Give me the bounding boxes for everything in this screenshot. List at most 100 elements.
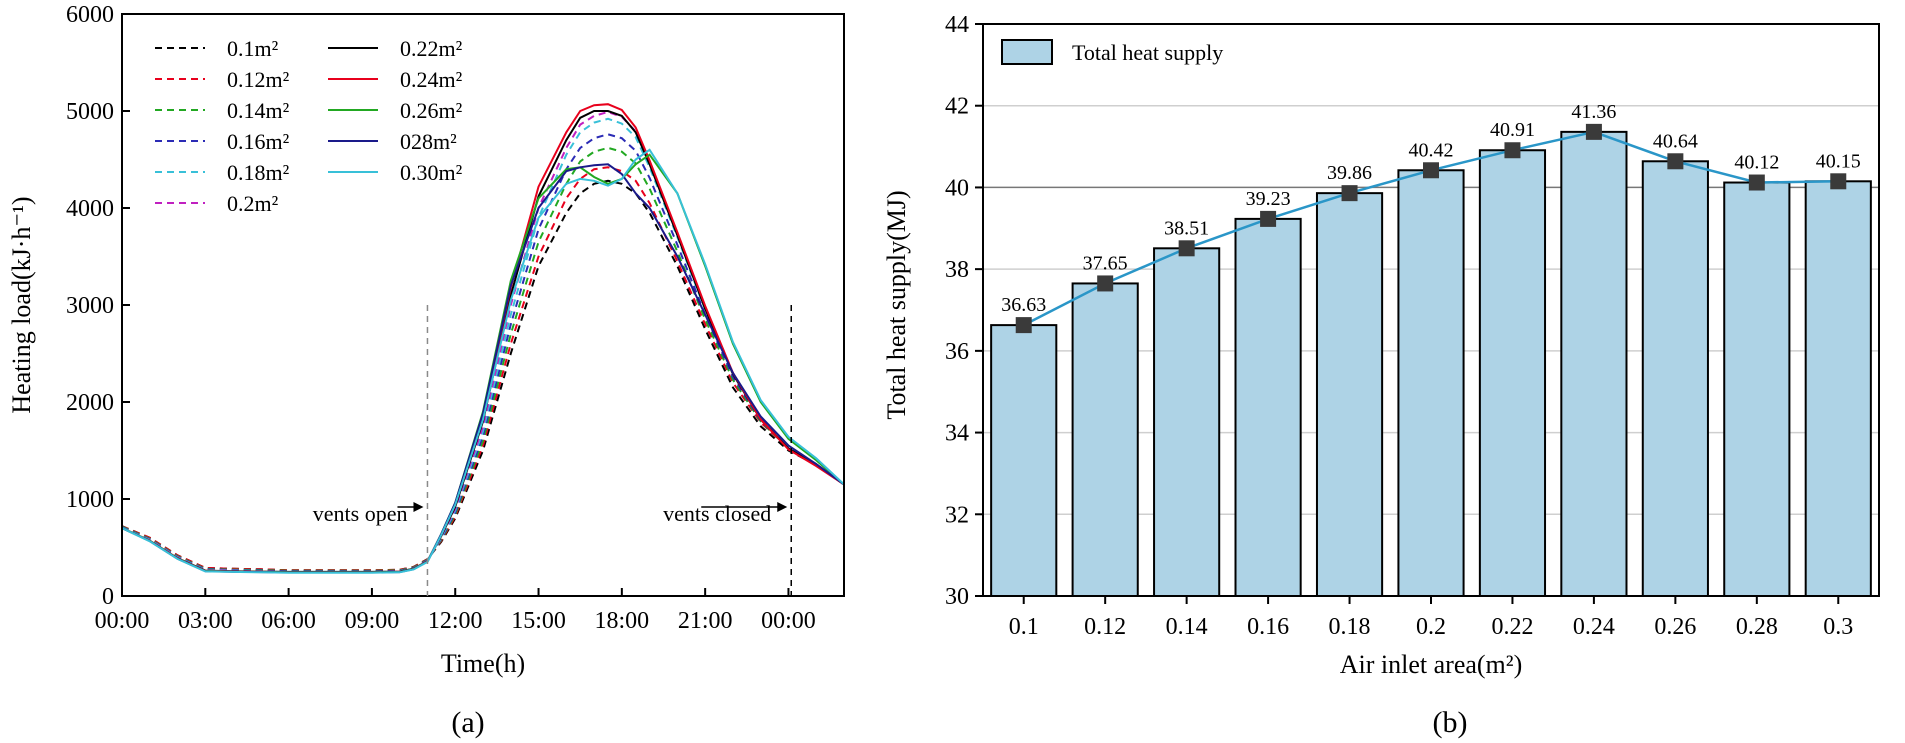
data-label: 39.23 xyxy=(1246,188,1291,210)
data-point-marker xyxy=(1830,173,1847,190)
panel-a-x-ticks: 00:00 03:00 06:00 09:00 12:00 15:00 18:00 21:00… xyxy=(95,588,816,634)
y-tick-label: 42 xyxy=(945,94,969,120)
panel-b-legend-swatch xyxy=(1001,39,1053,65)
legend-label: 0.30m² xyxy=(400,160,463,185)
data-point-marker xyxy=(1585,123,1602,140)
x-tick-label: 0.14 xyxy=(1166,614,1208,640)
data-label: 40.15 xyxy=(1816,150,1861,172)
data-point-marker xyxy=(1504,142,1521,159)
bar xyxy=(1478,149,1547,597)
legend-label: 0.2m² xyxy=(227,191,279,216)
y-tick-label: 36 xyxy=(945,339,969,365)
data-point-marker xyxy=(1341,185,1358,202)
data-label: 41.36 xyxy=(1571,101,1616,123)
x-tick-label: 12:00 xyxy=(428,608,483,634)
legend-label: 0.26m² xyxy=(400,98,463,123)
x-tick-label: 0.26 xyxy=(1654,614,1696,640)
y-tick-label: 2000 xyxy=(66,390,114,416)
legend-label: 0.16m² xyxy=(227,129,290,154)
legend-label: 0.14m² xyxy=(227,98,290,123)
panel-b-bars xyxy=(990,130,1872,598)
y-tick-label: 4000 xyxy=(66,196,114,222)
bar xyxy=(1560,130,1628,597)
data-label: 40.91 xyxy=(1490,119,1535,141)
legend-label: 0.12m² xyxy=(227,67,290,92)
data-point-marker xyxy=(1260,210,1277,227)
bar xyxy=(1804,180,1872,598)
annotation-label: vents open xyxy=(313,501,408,526)
x-tick-label: 00:00 xyxy=(95,608,150,634)
panel-b-label: (b) xyxy=(1433,706,1468,739)
x-tick-label: 0.16 xyxy=(1247,614,1289,640)
data-point-marker xyxy=(1667,153,1684,170)
series-line-1 xyxy=(121,166,845,572)
panel-b-value-labels: 36.63 37.65 38.51 39.23 39.86 40.42 40.91 41.36… xyxy=(1001,101,1861,316)
x-tick-label: 0.22 xyxy=(1491,614,1533,640)
panel-a: 00:00 03:00 06:00 09:00 12:00 15:00 18:00 21:00… xyxy=(7,2,845,739)
legend-label: 0.18m² xyxy=(227,160,290,185)
panel-a-x-axis-title: Time(h) xyxy=(441,649,525,678)
x-tick-label: 09:00 xyxy=(345,608,400,634)
y-tick-label: 40 xyxy=(945,175,969,201)
data-label: 38.51 xyxy=(1164,217,1209,239)
x-tick-label: 0.3 xyxy=(1823,614,1853,640)
panel-b-legend-label: Total heat supply xyxy=(1072,40,1223,65)
x-tick-label: 00:00 xyxy=(761,608,816,634)
bar xyxy=(1071,282,1139,597)
x-tick-label: 0.1 xyxy=(1009,614,1039,640)
bar xyxy=(990,324,1058,597)
legend-label: 0.24m² xyxy=(400,67,463,92)
x-tick-label: 0.28 xyxy=(1736,614,1778,640)
x-tick-label: 06:00 xyxy=(261,608,316,634)
legend-label: 0.1m² xyxy=(227,36,279,61)
legend-label: 0.22m² xyxy=(400,36,463,61)
y-tick-label: 5000 xyxy=(66,99,114,125)
panel-a-series-group xyxy=(121,103,845,574)
panel-a-legend: 0.1m² 0.12m² 0.14m² 0.16m² 0.18m² 0.2m² 0.22m²… xyxy=(155,36,463,216)
panel-a-y-ticks: 0 1000 2000 3000 4000 5000 6000 xyxy=(66,2,130,610)
series-line-2 xyxy=(121,146,845,572)
x-tick-label: 18:00 xyxy=(595,608,650,634)
y-tick-label: 3000 xyxy=(66,293,114,319)
y-tick-label: 34 xyxy=(945,421,969,447)
x-tick-label: 03:00 xyxy=(178,608,233,634)
data-point-marker xyxy=(1748,174,1765,191)
bar xyxy=(1315,192,1384,598)
data-point-marker xyxy=(1015,317,1032,334)
panel-a-y-axis-title: Heating load(kJ·h⁻¹) xyxy=(7,196,36,413)
annotation-arrowhead xyxy=(413,502,424,512)
data-label: 40.64 xyxy=(1653,130,1698,152)
x-tick-label: 0.18 xyxy=(1329,614,1371,640)
panel-b-x-ticks: 0.1 0.12 0.14 0.16 0.18 0.2 0.22 0.24 0.26 0.28 0.… xyxy=(1009,596,1853,640)
panel-a-label: (a) xyxy=(451,706,484,739)
data-label: 39.86 xyxy=(1327,162,1372,184)
data-point-marker xyxy=(1178,240,1195,257)
data-point-marker xyxy=(1097,275,1114,292)
x-tick-label: 21:00 xyxy=(678,608,733,634)
data-label: 40.12 xyxy=(1734,152,1779,174)
y-tick-label: 1000 xyxy=(66,487,114,513)
x-tick-label: 15:00 xyxy=(511,608,566,634)
data-label: 36.63 xyxy=(1001,294,1046,316)
x-tick-label: 0.24 xyxy=(1573,614,1615,640)
panel-b-y-axis-title: Total heat supply(MJ) xyxy=(882,190,911,419)
series-line-10 xyxy=(121,148,845,574)
legend-label: 028m² xyxy=(400,129,457,154)
panel-a-annotations: vents open vents closed xyxy=(313,305,792,596)
data-label: 40.42 xyxy=(1409,139,1454,161)
bar xyxy=(1234,217,1302,597)
bar xyxy=(1153,247,1221,597)
data-point-marker xyxy=(1423,162,1439,179)
x-tick-label: 0.12 xyxy=(1084,614,1126,640)
data-label: 37.65 xyxy=(1083,252,1128,274)
y-tick-label: 38 xyxy=(945,257,969,283)
bar xyxy=(1723,181,1791,597)
bar xyxy=(1641,160,1709,597)
bar xyxy=(1397,169,1465,597)
panel-b: 36.63 37.65 38.51 39.23 39.86 40.42 40.91 41.36… xyxy=(882,12,1880,739)
y-tick-label: 32 xyxy=(945,502,969,528)
y-tick-label: 44 xyxy=(945,12,969,38)
panel-b-legend: Total heat supply xyxy=(1001,39,1223,65)
y-tick-label: 6000 xyxy=(66,2,114,28)
